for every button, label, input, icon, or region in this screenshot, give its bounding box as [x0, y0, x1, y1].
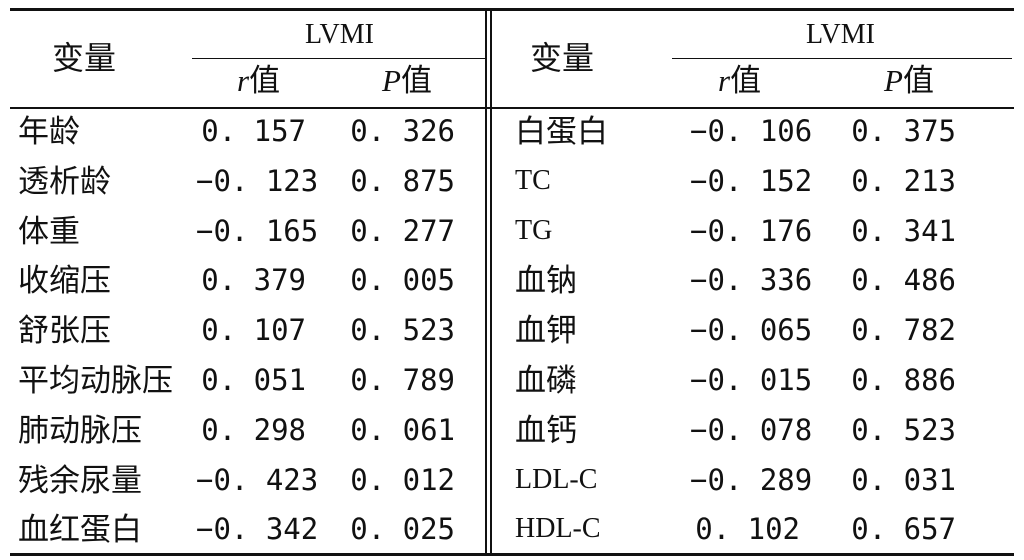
left-variable-cell: 年龄	[18, 114, 80, 150]
left-p-header: P值	[382, 65, 432, 97]
bottom-rule	[10, 553, 1014, 556]
left-p-value: 0. 326	[350, 114, 455, 148]
column-divider-left	[485, 10, 487, 555]
right-variable-cell: 血钠	[515, 263, 577, 300]
right-p-value: 0. 213	[851, 163, 956, 198]
left-p-value: 0. 005	[350, 263, 455, 298]
left-variable-cell: 收缩压	[18, 263, 111, 300]
left-r-value: 0. 298	[201, 412, 306, 447]
left-p-value: 0. 789	[350, 363, 455, 397]
left-p-value: 0. 012	[350, 462, 455, 497]
right-variable-header: 变量	[530, 39, 595, 77]
right-variable-cell: LDL-C	[515, 463, 598, 495]
right-p-header: P值	[884, 65, 934, 97]
right-p-value: 0. 341	[851, 213, 956, 248]
right-p-value: 0. 886	[851, 363, 956, 397]
header-rule	[10, 107, 1014, 109]
right-r-value: −0. 078	[690, 412, 813, 447]
right-p-value: 0. 031	[851, 462, 956, 497]
left-r-value: −0. 342	[196, 512, 319, 547]
right-r-suffix: 值	[730, 63, 762, 99]
left-r-value: −0. 123	[196, 163, 319, 198]
left-variable-cell: 舒张压	[18, 313, 111, 350]
right-variable-cell: 血钙	[515, 412, 577, 449]
top-rule	[10, 8, 1014, 11]
right-r-value: −0. 176	[690, 213, 813, 248]
right-r-value: −0. 065	[690, 313, 813, 348]
right-variable-cell: TG	[515, 214, 553, 246]
right-r-value: −0. 015	[690, 363, 813, 397]
left-r-value: −0. 423	[196, 462, 319, 497]
p-symbol: P	[382, 63, 401, 98]
left-p-value: 0. 277	[350, 213, 455, 248]
left-r-value: 0. 157	[201, 114, 306, 148]
left-r-value: −0. 165	[196, 213, 319, 248]
right-p-value: 0. 782	[851, 313, 956, 348]
left-p-suffix: 值	[400, 63, 432, 99]
left-variable-cell: 体重	[18, 213, 80, 250]
left-p-value: 0. 875	[350, 163, 455, 198]
right-variable-cell: HDL-C	[515, 513, 601, 545]
right-r-value: −0. 336	[690, 263, 813, 298]
right-group-rule	[672, 58, 1012, 59]
left-variable-cell: 残余尿量	[18, 462, 142, 499]
left-variable-cell: 肺动脉压	[18, 412, 142, 449]
left-r-value: 0. 107	[201, 313, 306, 348]
left-group-rule	[192, 58, 487, 59]
right-r-value: 0. 102	[695, 512, 800, 547]
left-variable-cell: 透析龄	[18, 163, 111, 200]
right-p-value: 0. 486	[851, 263, 956, 298]
right-p-suffix: 值	[902, 63, 934, 99]
right-p-value: 0. 657	[851, 512, 956, 547]
right-p-value: 0. 375	[851, 114, 956, 148]
right-r-value: −0. 106	[690, 114, 813, 148]
right-p-value: 0. 523	[851, 412, 956, 447]
left-p-value: 0. 025	[350, 512, 455, 547]
r-symbol: r	[718, 63, 731, 98]
left-variable-header: 变量	[52, 39, 117, 77]
right-variable-cell: TC	[515, 164, 551, 196]
left-lvmi-header: LVMI	[305, 19, 374, 50]
left-r-value: 0. 379	[201, 263, 306, 298]
left-variable-cell: 平均动脉压	[18, 363, 173, 399]
right-variable-cell: 血钾	[515, 313, 577, 350]
left-p-value: 0. 523	[350, 313, 455, 348]
right-lvmi-header: LVMI	[806, 19, 875, 50]
right-variable-cell: 白蛋白	[515, 114, 608, 150]
right-r-value: −0. 289	[690, 462, 813, 497]
left-r-header: r值	[237, 65, 280, 97]
right-r-value: −0. 152	[690, 163, 813, 198]
column-divider-right	[490, 10, 492, 555]
r-symbol: r	[237, 63, 250, 98]
right-variable-cell: 血磷	[515, 363, 577, 399]
left-p-value: 0. 061	[350, 412, 455, 447]
left-r-suffix: 值	[249, 63, 281, 99]
p-symbol: P	[884, 63, 903, 98]
right-r-header: r值	[718, 65, 761, 97]
left-variable-cell: 血红蛋白	[18, 512, 142, 549]
left-r-value: 0. 051	[201, 363, 306, 397]
